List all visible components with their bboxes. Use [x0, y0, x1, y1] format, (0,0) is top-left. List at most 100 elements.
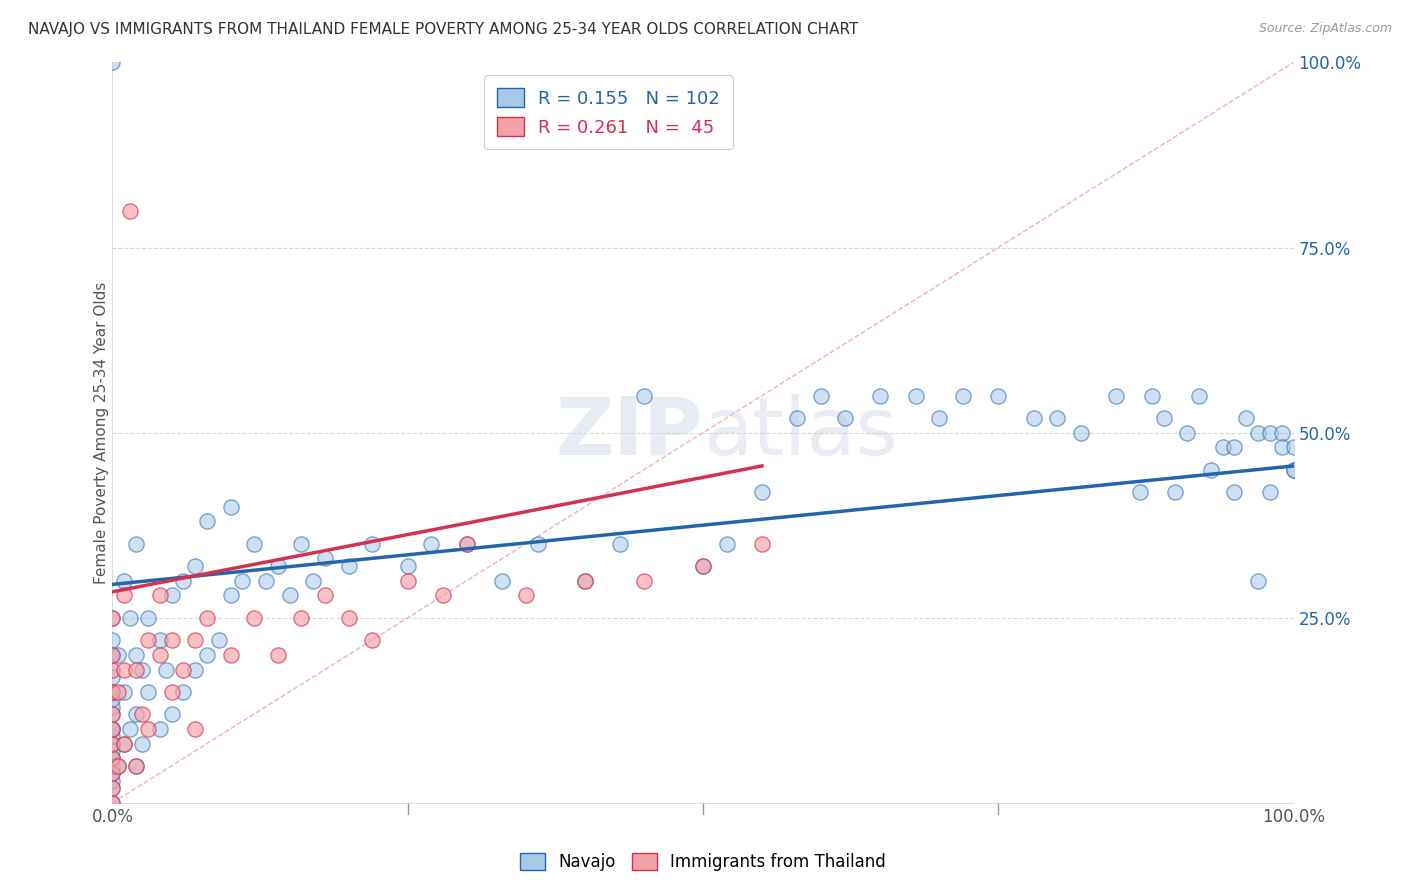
Point [1022, 410, 1045, 425]
Point [136, 632, 159, 647]
Point [101, 780, 124, 795]
Point [101, 722, 124, 736]
Point [716, 536, 738, 550]
Point [278, 589, 301, 603]
Point [149, 589, 172, 603]
Point [904, 388, 927, 402]
Point [1223, 441, 1246, 455]
Point [361, 536, 384, 550]
Point [692, 558, 714, 573]
Point [112, 737, 135, 751]
Point [101, 758, 124, 772]
Point [786, 410, 808, 425]
Point [101, 670, 124, 684]
Point [125, 706, 148, 721]
Point [160, 589, 183, 603]
Point [1199, 462, 1222, 476]
Point [136, 610, 159, 624]
Point [515, 589, 537, 603]
Point [1258, 484, 1281, 499]
Point [101, 685, 124, 699]
Point [112, 663, 135, 677]
Point [869, 388, 891, 402]
Legend: R = 0.155   N = 102, R = 0.261   N =  45: R = 0.155 N = 102, R = 0.261 N = 45 [484, 75, 733, 149]
Point [1212, 441, 1234, 455]
Point [101, 685, 124, 699]
Point [101, 780, 124, 795]
Point [172, 685, 194, 699]
Point [101, 751, 124, 765]
Point [195, 515, 218, 529]
Point [290, 536, 312, 550]
Point [184, 558, 207, 573]
Point [810, 388, 832, 402]
Point [302, 574, 325, 588]
Point [101, 722, 124, 736]
Point [101, 766, 124, 780]
Point [1129, 484, 1152, 499]
Point [101, 632, 124, 647]
Point [396, 558, 419, 573]
Point [337, 558, 360, 573]
Point [172, 574, 194, 588]
Point [1175, 425, 1198, 440]
Point [254, 574, 277, 588]
Point [420, 536, 443, 550]
Point [184, 632, 207, 647]
Point [101, 648, 124, 662]
Point [112, 589, 135, 603]
Point [987, 388, 1010, 402]
Point [125, 758, 148, 772]
Point [101, 648, 124, 662]
Point [1282, 441, 1305, 455]
Point [101, 729, 124, 743]
Point [1282, 462, 1305, 476]
Point [1247, 574, 1270, 588]
Point [101, 663, 124, 677]
Point [160, 706, 183, 721]
Text: Source: ZipAtlas.com: Source: ZipAtlas.com [1258, 22, 1392, 36]
Point [1105, 388, 1128, 402]
Point [1046, 410, 1069, 425]
Point [155, 663, 177, 677]
Point [125, 663, 148, 677]
Point [101, 744, 124, 758]
Point [112, 737, 135, 751]
Point [1271, 425, 1294, 440]
Point [1247, 425, 1270, 440]
Point [1258, 425, 1281, 440]
Point [1188, 388, 1211, 402]
Point [125, 536, 148, 550]
Point [267, 648, 290, 662]
Point [101, 610, 124, 624]
Point [184, 722, 207, 736]
Point [149, 722, 172, 736]
Point [1164, 484, 1187, 499]
Point [120, 203, 142, 218]
Point [396, 574, 419, 588]
Point [101, 751, 124, 765]
Point [120, 610, 142, 624]
Point [1153, 410, 1175, 425]
Point [101, 610, 124, 624]
Text: NAVAJO VS IMMIGRANTS FROM THAILAND FEMALE POVERTY AMONG 25-34 YEAR OLDS CORRELAT: NAVAJO VS IMMIGRANTS FROM THAILAND FEMAL… [28, 22, 859, 37]
Point [314, 589, 336, 603]
Point [195, 610, 218, 624]
Point [107, 685, 129, 699]
Point [112, 574, 135, 588]
Point [243, 610, 266, 624]
Point [101, 706, 124, 721]
Point [101, 722, 124, 736]
Point [231, 574, 253, 588]
Point [131, 737, 153, 751]
Point [337, 610, 360, 624]
Point [131, 706, 153, 721]
Point [101, 796, 124, 810]
Point [834, 410, 856, 425]
Point [526, 536, 548, 550]
Point [432, 589, 454, 603]
Point [125, 648, 148, 662]
Text: ZIP: ZIP [555, 393, 703, 472]
Point [149, 632, 172, 647]
Point [267, 558, 290, 573]
